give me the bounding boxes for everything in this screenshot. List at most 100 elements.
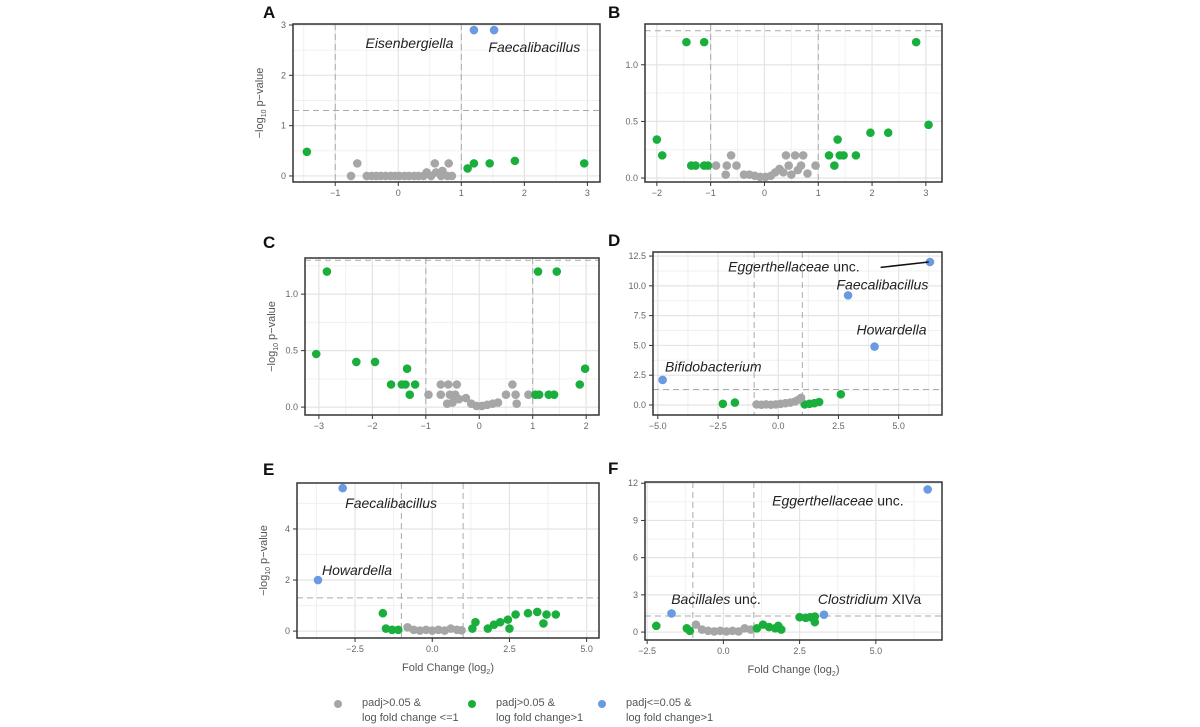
y-tick-label: 4 <box>285 524 290 534</box>
data-point-gray <box>511 390 520 399</box>
y-axis-label-prefix: −log <box>254 117 266 138</box>
data-point-green <box>370 357 380 367</box>
x-tick-label: 0.0 <box>426 644 439 654</box>
data-point-gray <box>436 390 446 399</box>
data-point-gray <box>501 390 511 399</box>
annotation-plain-text: unc. <box>829 259 859 275</box>
data-point-gray <box>448 398 457 407</box>
data-point-green <box>652 135 662 144</box>
annotation-italic-text: Howardella <box>857 322 927 338</box>
point-annotation: Eisenbergiella <box>365 35 453 51</box>
x-tick-label: 2.5 <box>832 421 845 431</box>
data-point-green <box>483 624 493 633</box>
point-annotation: Bacillales unc. <box>671 591 761 607</box>
legend-line-2: log fold change>1 <box>496 712 583 724</box>
x-tick-label: −2.5 <box>346 644 364 654</box>
data-point-green <box>836 389 846 399</box>
point-annotation: Faecalibacillus <box>837 276 929 292</box>
annotation-plain-text: XIVa <box>888 591 921 607</box>
y-tick-label: 0.0 <box>625 173 638 183</box>
data-point-green <box>777 625 786 634</box>
y-tick-label: 0.0 <box>285 402 298 412</box>
data-point-green <box>471 617 480 627</box>
data-point-green <box>824 151 834 160</box>
data-point-green <box>575 380 585 389</box>
x-tick-label: −5.0 <box>649 421 667 431</box>
data-point-green <box>511 610 520 619</box>
legend-line-1: padj<=0.05 & <box>626 697 692 709</box>
data-point-gray <box>778 168 788 177</box>
annotation-italic-text: Howardella <box>322 562 392 578</box>
y-tick-label: 1 <box>281 121 286 131</box>
point-annotation: Howardella <box>857 322 927 338</box>
y-axis-label-subscript: 10 <box>261 109 268 117</box>
point-annotation: Eggerthellaceae unc. <box>772 493 904 509</box>
data-point-gray <box>346 171 356 181</box>
data-point-green <box>410 380 420 389</box>
annotation-plain-text: unc. <box>730 591 760 607</box>
annotation-italic-text: Eggerthellaceae <box>772 493 873 509</box>
panel-letter: D <box>608 231 620 250</box>
data-point-green <box>839 151 848 160</box>
y-tick-label: 0 <box>281 171 286 181</box>
data-point-gray <box>424 390 433 399</box>
data-point-green <box>503 615 513 624</box>
plot-border <box>644 23 943 183</box>
y-tick-label: 2 <box>281 70 286 80</box>
data-point-green <box>532 607 542 617</box>
data-point-green <box>542 610 551 619</box>
legend-swatch-green <box>468 700 476 708</box>
data-point-gray <box>711 161 721 170</box>
panel-e: −2.5 0.0 2.5 5.0 0 2 4 Faecalibacillus Howardell… <box>258 460 600 676</box>
data-point-green <box>495 617 505 627</box>
data-point-gray <box>796 393 806 403</box>
plot-background <box>653 252 942 415</box>
x-tick-label: 0.0 <box>717 646 730 656</box>
x-tick-label: −1 <box>330 188 340 198</box>
y-axis-label: −log10 p−value <box>254 68 268 139</box>
data-point-green <box>580 364 590 373</box>
legend-item-green: padj>0.05 & log fold change>1 <box>468 697 583 724</box>
data-point-gray <box>493 398 503 407</box>
data-point-green <box>539 619 548 628</box>
data-point-green <box>699 37 709 47</box>
panel-a: −1 0 1 2 3 0 1 2 3 Eisenbergiella Faecalibacillus A… <box>254 3 601 198</box>
x-tick-label: −1 <box>421 421 431 431</box>
data-point-gray <box>721 170 731 179</box>
data-point-green <box>814 397 824 407</box>
panel-letter: C <box>263 233 275 252</box>
point-annotation: Clostridium XIVa <box>818 591 921 607</box>
annotation-italic-text: Eggerthellaceae <box>728 259 829 275</box>
data-point-blue <box>923 485 932 494</box>
data-point-green <box>533 267 543 276</box>
data-point-blue <box>843 291 853 300</box>
data-point-green <box>657 151 667 160</box>
data-point-gray <box>781 151 791 160</box>
data-point-green <box>378 608 388 618</box>
data-point-green <box>691 161 700 170</box>
data-point-blue <box>338 483 348 493</box>
data-point-blue <box>925 257 935 267</box>
data-point-green <box>505 624 514 633</box>
x-tick-label: −2.5 <box>638 646 656 656</box>
y-tick-label: 0.5 <box>625 116 638 126</box>
data-point-green <box>311 349 321 359</box>
plot-background <box>305 258 599 415</box>
data-point-blue <box>667 609 676 618</box>
data-point-green <box>534 390 544 399</box>
panel-c: −3 −2 −1 0 1 2 0.0 0.5 1.0 C −log10 p−value <box>263 233 600 431</box>
y-axis-label-suffix: p−value <box>254 68 266 110</box>
legend-line-2: log fold change>1 <box>626 712 713 724</box>
x-tick-label: 0 <box>762 188 767 198</box>
panel-letter: E <box>263 460 274 479</box>
data-point-gray <box>691 620 701 629</box>
legend-swatch-gray <box>334 700 342 708</box>
data-point-green <box>405 390 415 399</box>
y-tick-label: 12 <box>628 478 638 488</box>
data-point-green <box>510 156 520 166</box>
y-axis-label-prefix: −log <box>266 351 278 372</box>
data-point-green <box>485 159 494 168</box>
y-tick-label: 9 <box>633 515 638 525</box>
